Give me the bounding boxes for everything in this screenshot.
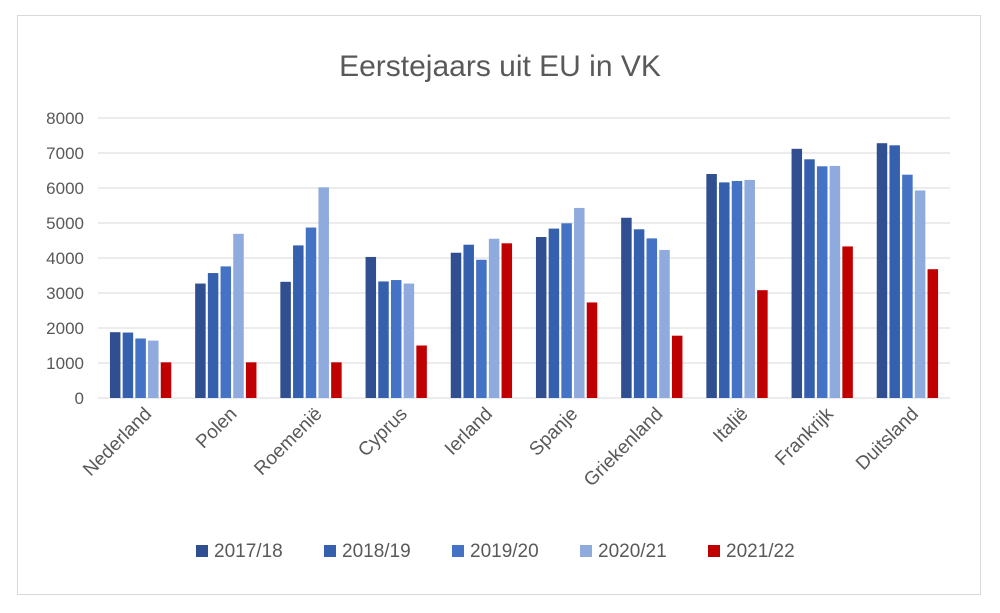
bar-2017-18-cyprus bbox=[365, 256, 377, 398]
bar-2021-22-griekenland bbox=[671, 335, 683, 398]
legend-label: 2021/22 bbox=[726, 541, 795, 562]
bar-2021-22-spanje bbox=[586, 302, 598, 398]
bar-2017-18-frankrijk bbox=[791, 148, 803, 398]
bar-2018-19-duitsland bbox=[889, 145, 900, 398]
x-category-label: Polen bbox=[192, 404, 241, 453]
bar-2019-20-italië bbox=[731, 181, 743, 398]
bar-2020-21-cyprus bbox=[403, 283, 415, 398]
y-tick-label: 3000 bbox=[46, 284, 84, 303]
bar-2019-20-polen bbox=[220, 266, 232, 398]
x-category-label: Cyprus bbox=[354, 404, 411, 461]
legend-swatch bbox=[708, 545, 720, 557]
legend-label: 2017/18 bbox=[214, 541, 283, 562]
bar-2020-21-nederland bbox=[148, 340, 159, 398]
legend-label: 2020/21 bbox=[598, 541, 667, 562]
bar-2020-21-griekenland bbox=[659, 249, 670, 398]
x-category-label: Roemenië bbox=[250, 404, 326, 480]
bar-2020-21-ierland bbox=[488, 238, 500, 398]
bar-2018-19-roemenië bbox=[293, 245, 304, 398]
y-tick-label: 0 bbox=[75, 389, 84, 408]
bar-2021-22-ierland bbox=[501, 243, 513, 398]
bar-2017-18-griekenland bbox=[621, 217, 632, 398]
legend-label: 2019/20 bbox=[470, 541, 539, 562]
bar-2017-18-nederland bbox=[109, 332, 121, 398]
y-tick-label: 6000 bbox=[46, 179, 84, 198]
x-category-label: Nederland bbox=[79, 404, 156, 481]
bar-2019-20-duitsland bbox=[902, 174, 913, 398]
x-axis-labels: Nederland Polen Roemenië Cyprus Ierland Spanj… bbox=[79, 403, 923, 491]
legend: 2017/18 2018/19 2019/20 2020/21 2021/22 bbox=[196, 541, 795, 562]
bar-2017-18-duitsland bbox=[876, 143, 888, 398]
x-category-label: Ierland bbox=[441, 404, 497, 460]
legend-swatch bbox=[324, 545, 336, 557]
bar-2020-21-spanje bbox=[574, 207, 585, 398]
bar-2021-22-italië bbox=[757, 290, 768, 398]
x-category-label: Frankrijk bbox=[771, 403, 838, 470]
bar-2020-21-frankrijk bbox=[829, 165, 841, 398]
bar-2019-20-cyprus bbox=[390, 280, 402, 398]
legend-label: 2018/19 bbox=[342, 541, 411, 562]
y-tick-label: 7000 bbox=[46, 144, 84, 163]
bar-2018-19-cyprus bbox=[378, 281, 389, 398]
bar-2020-21-roemenië bbox=[318, 187, 329, 398]
bar-2017-18-spanje bbox=[535, 237, 547, 398]
y-tick-label: 2000 bbox=[46, 319, 84, 338]
y-tick-label: 8000 bbox=[46, 109, 84, 128]
x-category-label: Spanje bbox=[525, 404, 582, 461]
bar-2018-19-spanje bbox=[548, 228, 560, 398]
bar-2021-22-roemenië bbox=[331, 362, 342, 398]
x-category-label: Duitsland bbox=[852, 404, 923, 475]
bar-2019-20-roemenië bbox=[305, 227, 317, 398]
y-tick-label: 5000 bbox=[46, 214, 84, 233]
bar-2018-19-nederland bbox=[122, 332, 134, 398]
bar-2021-22-frankrijk bbox=[842, 246, 853, 398]
bar-2017-18-roemenië bbox=[280, 281, 291, 398]
bar-2020-21-polen bbox=[233, 233, 244, 398]
y-tick-label: 1000 bbox=[46, 354, 84, 373]
bar-2018-19-italië bbox=[719, 182, 730, 398]
legend-swatch bbox=[580, 545, 592, 557]
bar-2019-20-nederland bbox=[135, 338, 146, 398]
y-axis-ticks: 0 1000 2000 3000 4000 5000 6000 7000 8000 bbox=[46, 109, 84, 408]
x-category-label: Griekenland bbox=[580, 404, 667, 491]
legend-swatch bbox=[452, 545, 464, 557]
bar-2017-18-ierland bbox=[450, 252, 462, 398]
bar-2021-22-polen bbox=[245, 362, 257, 398]
x-category-label: Italië bbox=[709, 404, 752, 447]
bar-2018-19-polen bbox=[207, 273, 219, 398]
bar-2018-19-ierland bbox=[463, 244, 474, 398]
legend-swatch bbox=[196, 545, 208, 557]
bar-2021-22-duitsland bbox=[927, 269, 939, 398]
bar-2019-20-spanje bbox=[561, 223, 572, 398]
bar-2021-22-cyprus bbox=[416, 345, 427, 398]
bar-2018-19-frankrijk bbox=[804, 159, 815, 398]
bar-2019-20-ierland bbox=[476, 259, 487, 398]
bar-2019-20-frankrijk bbox=[816, 166, 828, 398]
bar-2020-21-italië bbox=[744, 179, 755, 398]
y-tick-label: 4000 bbox=[46, 249, 84, 268]
bar-2017-18-italië bbox=[706, 174, 717, 398]
chart-title: Eerstejaars uit EU in VK bbox=[339, 50, 661, 83]
bar-2017-18-polen bbox=[195, 283, 206, 398]
bar-2021-22-nederland bbox=[160, 362, 172, 398]
bar-2019-20-griekenland bbox=[646, 238, 658, 398]
bar-2018-19-griekenland bbox=[633, 229, 645, 398]
bars bbox=[109, 143, 939, 398]
bar-2020-21-duitsland bbox=[914, 190, 926, 398]
